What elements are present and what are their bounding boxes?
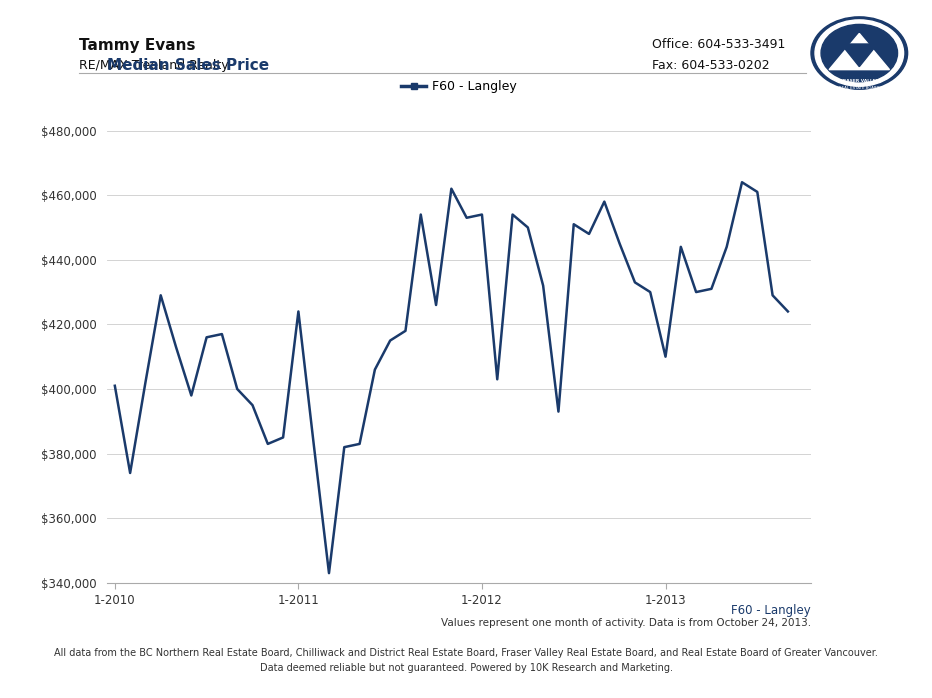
Circle shape xyxy=(815,20,904,87)
Text: REAL ESTATE BOARD: REAL ESTATE BOARD xyxy=(839,86,880,90)
Text: F60 - Langley: F60 - Langley xyxy=(731,604,811,617)
Text: All data from the BC Northern Real Estate Board, Chilliwack and District Real Es: All data from the BC Northern Real Estat… xyxy=(54,648,878,658)
Polygon shape xyxy=(842,44,877,66)
Polygon shape xyxy=(829,34,889,70)
Circle shape xyxy=(821,24,898,82)
Circle shape xyxy=(811,17,908,89)
Text: RE/MAX Treeland Realty: RE/MAX Treeland Realty xyxy=(79,59,229,73)
Text: Office: 604-533-3491: Office: 604-533-3491 xyxy=(652,38,786,52)
Text: Median Sales Price: Median Sales Price xyxy=(107,59,269,73)
Text: Data deemed reliable but not guaranteed. Powered by 10K Research and Marketing.: Data deemed reliable but not guaranteed.… xyxy=(259,663,673,673)
Text: FRASER VALLEY: FRASER VALLEY xyxy=(840,79,879,83)
Legend: F60 - Langley: F60 - Langley xyxy=(396,75,522,98)
Text: Tammy Evans: Tammy Evans xyxy=(79,38,196,53)
Text: Fax: 604-533-0202: Fax: 604-533-0202 xyxy=(652,59,770,73)
Text: Values represent one month of activity. Data is from October 24, 2013.: Values represent one month of activity. … xyxy=(441,618,811,628)
